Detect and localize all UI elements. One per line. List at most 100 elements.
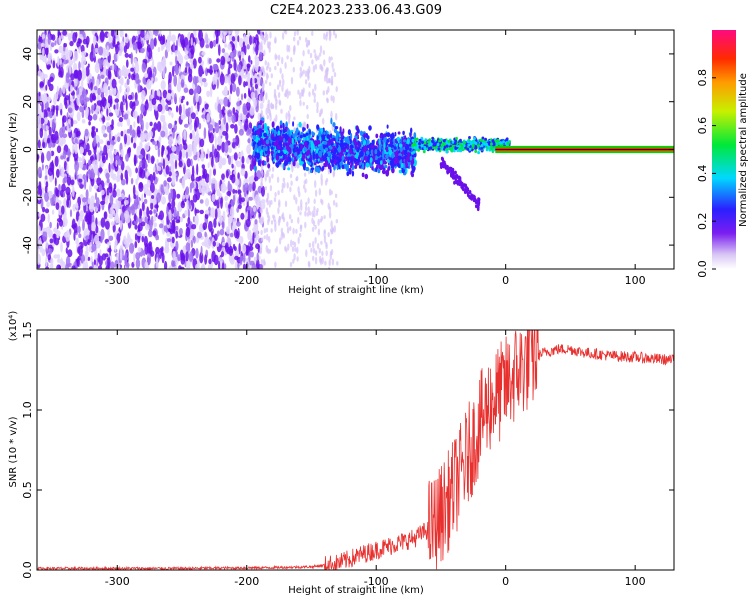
heatmap-cell [250,77,253,88]
heatmap-cell [393,158,398,165]
heatmap-cell [328,77,331,84]
heatmap-cell [153,209,157,214]
heatmap-cell [321,250,324,257]
heatmap-cell [257,159,261,166]
heatmap-cell [354,143,358,150]
heatmap-cell [93,265,99,269]
heatmap-cell [78,178,83,183]
heatmap-cell [100,217,106,228]
heatmap-cell [266,114,269,120]
heatmap-cell [141,235,145,243]
heatmap-cell [477,197,480,202]
heatmap-cell [130,136,134,144]
heatmap-cell [229,232,234,238]
heatmap-cell [91,107,94,114]
heatmap-cell [144,224,150,231]
heatmap-cell [265,79,268,85]
heatmap-cell [456,181,460,186]
heatmap-cell [274,191,277,198]
heatmap-cell [234,178,240,186]
heatmap-cell [281,32,285,40]
heatmap-cell [248,55,251,63]
heatmap-cell [195,92,199,103]
heatmap-cell [253,98,257,108]
heatmap-cell [179,266,185,269]
heatmap-cell [229,206,235,219]
heatmap-cell [219,73,225,86]
heatmap-cell [238,152,241,158]
heatmap-cell [101,253,107,261]
heatmap-cell [307,197,310,205]
heatmap-cell [402,130,405,136]
heatmap-cell [126,118,131,127]
heatmap-cell [39,187,43,197]
heatmap-cell [208,187,211,192]
heatmap-cell [261,129,265,133]
heatmap-cell [249,235,253,244]
heatmap-cell [327,202,330,210]
heatmap-cell [156,121,162,132]
heatmap-cell [213,168,216,176]
heatmap-cell [97,150,100,162]
heatmap-cell [339,126,342,132]
heatmap-cell [299,99,302,107]
heatmap-cell [180,79,185,88]
heatmap-cell [91,126,96,131]
heatmap-cell [200,264,206,269]
heatmap-cell [303,184,306,190]
heatmap-cell [165,104,169,112]
heatmap-cell [246,44,250,50]
heatmap-cell [321,134,326,140]
heatmap-cell [250,132,253,138]
heatmap-cell [263,126,268,131]
heatmap-cell [253,206,256,213]
heatmap-cell [185,168,191,179]
heatmap-cell [111,78,117,89]
heatmap-cell [312,240,315,249]
heatmap-cell [67,49,73,58]
heatmap-cell [60,241,63,253]
heatmap-cell [178,227,183,236]
heatmap-cell [304,221,307,229]
heatmap-cell [440,156,444,161]
heatmap-cell [72,55,76,64]
heatmap-cell [51,118,55,131]
heatmap-cell [80,146,84,154]
heatmap-cell [146,31,149,39]
heatmap-cell [286,55,289,60]
heatmap-cell [296,175,299,182]
heatmap-cell [94,48,100,53]
heatmap-cell [311,226,315,233]
heatmap-cell [383,142,386,149]
heatmap-cell [180,254,186,265]
heatmap-cell [153,37,157,47]
heatmap-cell [185,151,189,159]
heatmap-cell [335,86,338,93]
heatmap-cell [246,63,250,72]
heatmap-cell [313,212,316,218]
heatmap-cell [284,245,287,252]
heatmap-cell [215,30,219,38]
heatmap-cell [89,155,94,161]
heatmap-cell [105,50,110,57]
heatmap-cell [323,32,326,40]
heatmap-cell [103,133,108,138]
heatmap-cell [167,123,173,129]
heatmap-cell [214,136,217,147]
heatmap-cell [106,125,112,133]
heatmap-cell [345,156,348,162]
heatmap-cell [281,188,284,194]
heatmap-cell [44,208,50,214]
heatmap-cell [302,134,307,138]
heatmap-cell [156,192,162,203]
heatmap-cell [199,251,204,264]
heatmap-cell [57,56,60,68]
heatmap-cell [404,158,408,164]
heatmap-cell [249,260,255,266]
heatmap-cell [240,197,246,203]
heatmap-cell [330,220,333,229]
heatmap-cell [259,43,263,51]
heatmap-cell [323,131,326,135]
heatmap-cell [265,146,268,152]
heatmap-cell [224,75,229,81]
